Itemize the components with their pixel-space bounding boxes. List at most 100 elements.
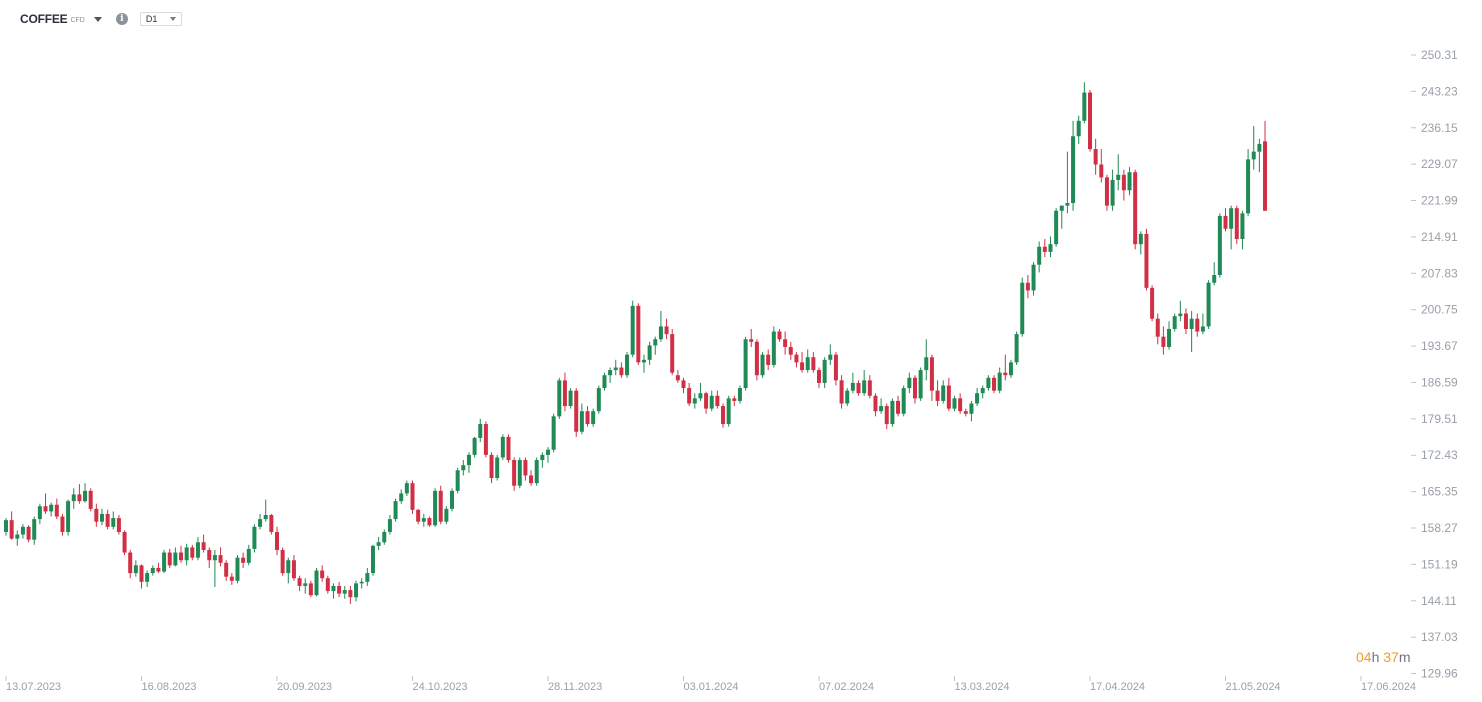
candle-body	[489, 454, 494, 479]
candle-body	[952, 398, 957, 409]
candle-body	[1093, 149, 1098, 165]
candle-body	[370, 545, 375, 574]
candle	[517, 457, 522, 489]
candle	[568, 388, 573, 409]
candle	[1099, 149, 1104, 183]
candle-body	[1138, 233, 1143, 245]
x-tick-label: 28.11.2023	[548, 681, 602, 693]
candle	[687, 382, 692, 407]
candle	[235, 555, 240, 584]
candle-body	[969, 403, 974, 414]
candle	[1003, 354, 1008, 381]
candle-body	[675, 375, 680, 381]
candle-body	[901, 388, 906, 414]
candle	[1189, 310, 1194, 353]
candle	[1110, 169, 1115, 211]
candle	[495, 454, 500, 481]
info-icon[interactable]: i	[115, 13, 128, 25]
candle	[1065, 151, 1070, 214]
candle	[1229, 205, 1234, 250]
candle-countdown: 04h 37m	[1356, 649, 1411, 665]
candle-body	[337, 585, 342, 594]
candle-body	[461, 465, 466, 471]
candle-body	[1155, 318, 1160, 337]
candle	[1223, 208, 1228, 232]
y-axis: 250.31 243.23 236.15 229.07 221.99 214.91 207.…	[1411, 48, 1458, 681]
countdown-minutes: 37	[1383, 649, 1399, 665]
candle-body	[562, 380, 567, 407]
y-tick-label: 151.19	[1421, 557, 1458, 571]
x-tick-label: 03.01.2024	[684, 681, 739, 693]
candle-body	[873, 395, 878, 412]
candle-body	[258, 519, 263, 527]
candle	[625, 352, 630, 378]
candle	[760, 352, 765, 378]
candle	[32, 516, 37, 545]
x-tick-label: 24.10.2023	[413, 681, 468, 693]
candle-body	[523, 460, 528, 476]
candle-body	[1133, 172, 1138, 245]
candle-body	[653, 339, 658, 346]
candle	[489, 452, 494, 484]
candle-body	[1104, 177, 1109, 206]
candle	[1020, 277, 1025, 337]
candle	[879, 398, 884, 414]
candle-body	[173, 552, 178, 566]
candle-body	[658, 326, 663, 340]
candle-body	[1246, 159, 1251, 214]
candle-body	[760, 354, 765, 376]
y-tick-label: 243.23	[1421, 84, 1458, 98]
candle	[427, 516, 432, 527]
candle-body	[472, 437, 477, 455]
candle	[94, 503, 99, 527]
candle-body	[1116, 174, 1121, 180]
candle-body	[1240, 213, 1245, 240]
candle-body	[743, 339, 748, 389]
candle	[4, 518, 8, 536]
candle	[737, 385, 742, 404]
candle	[783, 331, 788, 355]
candle	[907, 372, 912, 394]
candle	[862, 370, 867, 396]
candle-body	[376, 542, 381, 546]
candle	[275, 526, 279, 556]
candle-body	[890, 400, 895, 425]
candle	[348, 585, 353, 604]
candle	[958, 393, 963, 414]
candle	[263, 499, 268, 522]
candle-body	[1251, 151, 1256, 160]
candle-body	[884, 406, 889, 425]
candle-body	[410, 483, 415, 510]
candle-body	[517, 460, 522, 486]
candle	[817, 367, 821, 389]
candle	[410, 480, 415, 514]
candle-body	[692, 398, 697, 404]
candle	[184, 543, 189, 566]
candle-body	[800, 362, 805, 371]
candle-body	[145, 573, 150, 582]
symbol-label[interactable]: COFFEE	[20, 12, 68, 26]
candle	[670, 328, 675, 376]
candle-body	[450, 490, 455, 509]
timeframe-select[interactable]: D1	[139, 12, 182, 26]
candle	[1195, 313, 1200, 337]
candle	[562, 372, 567, 412]
candle-body	[636, 305, 641, 363]
candle	[523, 457, 528, 481]
candle-body	[845, 390, 850, 404]
candle-body	[737, 388, 742, 401]
candle	[506, 434, 511, 463]
candle	[212, 549, 217, 587]
candle	[297, 575, 302, 592]
candle-body	[1037, 246, 1042, 265]
symbol-dropdown-chevron-icon[interactable]	[93, 16, 102, 22]
candle-body	[912, 377, 917, 399]
candle	[54, 498, 59, 520]
candle	[280, 547, 285, 576]
candle	[771, 326, 776, 368]
candle	[105, 509, 110, 530]
candle	[918, 367, 923, 401]
candle	[111, 511, 116, 530]
candle-body	[66, 501, 71, 532]
